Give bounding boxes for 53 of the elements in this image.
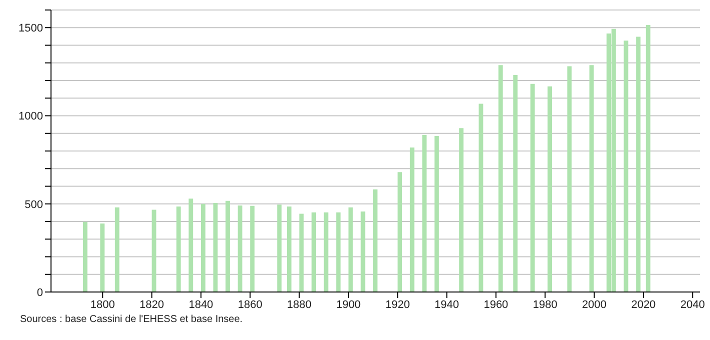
bar [287, 206, 292, 292]
bar [548, 86, 552, 292]
y-tick-label: 500 [24, 198, 43, 211]
bar [589, 65, 594, 292]
bar [200, 204, 206, 292]
x-tick-label: 1900 [336, 298, 361, 311]
bar [513, 75, 518, 292]
bar [176, 206, 181, 292]
bar [530, 84, 535, 292]
bar [336, 212, 341, 292]
y-tick-label: 0 [36, 286, 43, 299]
bar [277, 204, 282, 292]
source-note: Sources : base Cassini de l'EHESS et base Insee. [20, 314, 244, 325]
x-tick-label: 1800 [90, 298, 115, 311]
bar [410, 147, 414, 292]
y-tick-label: 1500 [18, 22, 43, 35]
bar [422, 134, 427, 292]
bar [434, 136, 439, 292]
x-tick-label: 1920 [385, 298, 410, 311]
bar [398, 172, 402, 292]
x-tick-label: 1840 [188, 298, 214, 311]
bar [646, 24, 650, 292]
bar [250, 206, 255, 292]
bar [299, 214, 304, 292]
y-tick-label: 1000 [18, 110, 43, 123]
bar [348, 207, 353, 292]
bar [100, 223, 105, 292]
x-tick-label: 1960 [484, 298, 508, 311]
bar [567, 66, 572, 292]
bar [478, 104, 484, 292]
x-tick-label: 1940 [434, 298, 460, 311]
bar [373, 189, 378, 292]
x-tick-label: 2040 [680, 298, 705, 311]
bar [459, 128, 464, 292]
x-tick-label: 2000 [582, 298, 607, 311]
x-tick-label: 1980 [532, 298, 558, 311]
bar [188, 198, 194, 292]
x-tick-label: 1880 [287, 298, 312, 311]
bar [624, 40, 628, 292]
bar [360, 211, 366, 292]
x-tick-label: 1820 [140, 298, 164, 311]
bar [636, 36, 641, 292]
bar [498, 65, 503, 292]
bar [152, 210, 156, 292]
x-tick-label: 2020 [631, 298, 656, 311]
x-tick-label: 1860 [238, 298, 262, 311]
bar [82, 222, 88, 292]
bar [213, 202, 218, 292]
bar [312, 212, 316, 292]
bar [114, 207, 120, 292]
bar [324, 212, 328, 292]
bar [226, 200, 230, 292]
bar [238, 205, 242, 292]
